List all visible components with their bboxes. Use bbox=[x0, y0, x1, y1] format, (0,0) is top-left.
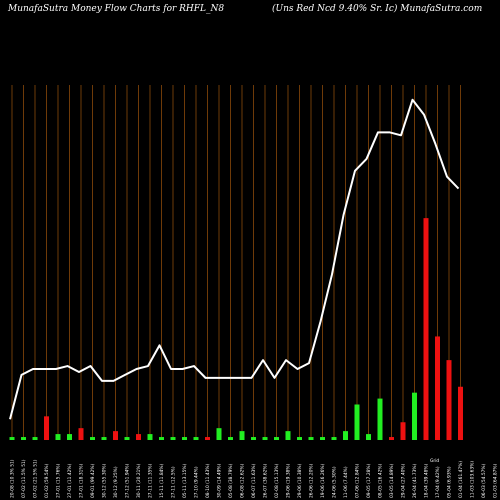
x-tick-label: 09-01 (99.42%) bbox=[90, 463, 96, 498]
x-tick-label: 29-06 (19.38%) bbox=[286, 463, 292, 498]
x-tick-label: 27-12 (51.94%) bbox=[125, 463, 131, 498]
money-flow-bar bbox=[21, 437, 26, 440]
chart-title-left: MunafaSutra Money Flow Charts for RHFL_N… bbox=[8, 4, 225, 14]
x-tick-label: 24-06 (5.30%) bbox=[332, 466, 338, 498]
x-tick-label: 30-09 (14.49%) bbox=[217, 463, 223, 498]
grid-annotation: Grid bbox=[430, 458, 439, 464]
money-flow-bar bbox=[343, 431, 348, 440]
x-tick-label: 30-12 (9.25%) bbox=[113, 466, 119, 498]
money-flow-bar bbox=[262, 437, 268, 440]
money-flow-bar bbox=[101, 437, 107, 440]
money-flow-bar bbox=[389, 437, 394, 440]
money-flow-bar bbox=[113, 431, 118, 440]
x-tick-label: 01-02 (59.54%) bbox=[44, 463, 50, 498]
money-flow-bar bbox=[147, 434, 153, 440]
x-tick-label: 26-06 (12.20%) bbox=[309, 463, 315, 498]
x-tick-label: 27-10 (9.44%) bbox=[194, 466, 200, 498]
price-line-group bbox=[9, 98, 460, 420]
x-tick-label: 26-04 (41.73%) bbox=[412, 463, 418, 498]
money-flow-bar bbox=[274, 437, 279, 440]
x-tick-label: 07-02 (21.5% 51) bbox=[33, 459, 39, 498]
x-tick-label: 20-08 (10.3% 51) bbox=[10, 459, 16, 498]
x-tick-label: 01-03 (64.87%) bbox=[493, 463, 499, 498]
x-tick-label: 30-11 (20.21%) bbox=[136, 463, 142, 498]
chart-title-right: (Uns Red Ncd 9.40% Sr. Ic) MunafaSutra.c… bbox=[272, 4, 483, 14]
money-flow-bar bbox=[458, 386, 463, 440]
x-tick-label: 19-06 (16.26%) bbox=[320, 463, 326, 498]
x-tick-label: 08-10 (11.43%) bbox=[205, 463, 211, 498]
x-tick-label: 27-01 (15.76%) bbox=[56, 463, 62, 498]
money-flow-bar bbox=[55, 434, 61, 440]
x-tick-label: 29-04 (27.40%) bbox=[401, 463, 407, 498]
money-flow-bar bbox=[251, 437, 256, 440]
x-tick-label: 07-06 (12.84%) bbox=[355, 463, 361, 498]
x-axis-ticks: 20-08 (10.3% 51) 07-02 (11.5% 51) 07-02 (2… bbox=[10, 458, 499, 498]
money-flow-bar bbox=[216, 428, 222, 440]
x-tick-label: 27-11 (12.5%) bbox=[171, 466, 177, 498]
money-flow-bar bbox=[435, 336, 440, 440]
x-tick-label: 15-11 (11.84%) bbox=[159, 463, 165, 498]
money-flow-bar bbox=[67, 434, 72, 440]
x-tick-label: 18-04 (39.48%) bbox=[424, 463, 430, 498]
money-flow-bar bbox=[412, 392, 417, 440]
x-tick-label: 27-01 (18.31%) bbox=[79, 463, 85, 498]
money-flow-bar bbox=[170, 437, 176, 440]
money-flow-bar bbox=[400, 422, 406, 440]
x-tick-label: 17-04 (9.42%) bbox=[435, 466, 441, 498]
money-flow-bar bbox=[366, 434, 371, 440]
money-flow-bar bbox=[377, 398, 383, 440]
money-flow-bar bbox=[32, 437, 38, 440]
x-tick-label: 06-08 (12.62%) bbox=[240, 463, 246, 498]
money-flow-bar bbox=[90, 437, 95, 440]
x-tick-label: 05-08 (38.79%) bbox=[228, 463, 234, 498]
money-flow-bar bbox=[136, 434, 141, 440]
money-flow-bar bbox=[159, 437, 164, 440]
money-flow-bar bbox=[297, 437, 302, 440]
money-flow-bar bbox=[446, 360, 452, 440]
x-tick-label: 27-11 (11.35%) bbox=[148, 463, 154, 498]
money-flow-bar bbox=[193, 437, 199, 440]
x-tick-label: 11-03 (103.63%) bbox=[470, 461, 476, 498]
x-tick-label: 01-04 (161.47%) bbox=[458, 461, 464, 498]
x-tick-label: 02-08 (15.13%) bbox=[274, 463, 280, 498]
money-flow-bar bbox=[423, 218, 429, 440]
price-line bbox=[9, 98, 460, 420]
x-tick-label: 03-05 (14.89%) bbox=[389, 463, 395, 498]
money-flow-bar bbox=[331, 437, 337, 440]
money-flow-bar bbox=[308, 437, 314, 440]
money-flow-bar bbox=[228, 437, 233, 440]
x-tick-label: 05-04 (6.93%) bbox=[447, 466, 453, 498]
x-tick-label: 06-03 (54.57%) bbox=[481, 463, 487, 498]
x-tick-label: 30-12 (55.30%) bbox=[102, 463, 108, 498]
money-flow-bar bbox=[44, 416, 49, 440]
money-flow-bar bbox=[124, 437, 130, 440]
x-tick-label: 07-02 (11.5% 51) bbox=[21, 459, 27, 498]
money-flow-bar bbox=[320, 437, 325, 440]
x-tick-label: 27-01 (11.42%) bbox=[67, 463, 73, 498]
money-flow-bar bbox=[285, 431, 291, 440]
money-flow-bar bbox=[354, 404, 360, 440]
vertical-grid bbox=[11, 85, 461, 440]
x-tick-label: 11-06 (7.44%) bbox=[343, 466, 349, 498]
money-flow-bars bbox=[9, 218, 463, 440]
money-flow-bar bbox=[239, 431, 245, 440]
x-tick-label: 09-05 (17.28%) bbox=[366, 463, 372, 498]
x-tick-label: 06-07 (11.63%) bbox=[251, 463, 257, 498]
x-tick-label: 26-07 (38.62%) bbox=[263, 463, 269, 498]
x-tick-label: 29-06 (10.38%) bbox=[297, 463, 303, 498]
x-tick-label: 08-05 (16.42%) bbox=[378, 463, 384, 498]
money-flow-bar bbox=[78, 428, 84, 440]
x-tick-label: 05-11 (13.15%) bbox=[182, 463, 188, 498]
money-flow-bar bbox=[9, 437, 15, 440]
money-flow-bar bbox=[182, 437, 187, 440]
money-flow-bar bbox=[205, 437, 210, 440]
